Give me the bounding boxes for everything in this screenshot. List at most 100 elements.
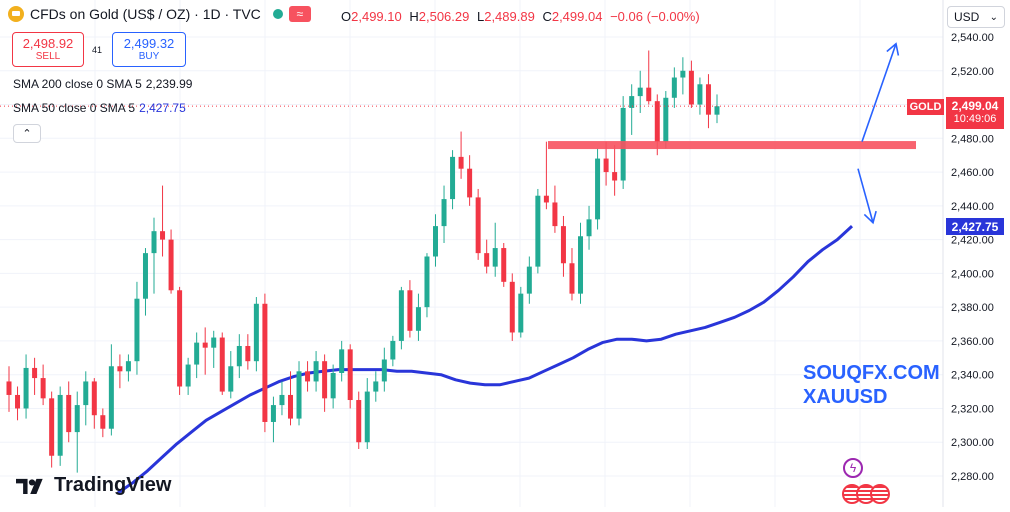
high-key: H: [409, 9, 419, 24]
arrow-down-head: [863, 210, 877, 225]
candle-body: [356, 400, 362, 443]
candle-body: [526, 266, 532, 294]
candle-body: [458, 156, 464, 169]
indicator-sma50[interactable]: SMA 50 close 0 SMA 5 2,427.75: [13, 101, 186, 115]
close-key: C: [542, 9, 552, 24]
chart-header: CFDs on Gold (US$ / OZ) · 1D · TVC ≈: [8, 6, 311, 22]
candle-body: [142, 253, 148, 299]
y-tick-label: 2,540.00: [951, 32, 994, 44]
candle-body: [680, 70, 686, 78]
last-price: 2,499.04: [951, 99, 999, 113]
low-value: 2,489.89: [484, 9, 535, 24]
sell-label: SELL: [35, 51, 61, 62]
candle-body: [262, 303, 268, 422]
spread-value: 41: [92, 45, 103, 55]
candle-body: [543, 195, 549, 203]
y-tick-label: 2,320.00: [951, 403, 994, 415]
candle-body: [509, 281, 515, 333]
indicator-sma50-value: 2,427.75: [139, 101, 186, 115]
candle-body: [194, 342, 200, 365]
candle-body: [236, 345, 242, 367]
currency-select[interactable]: USD ⌄: [947, 6, 1005, 28]
candle-body: [279, 394, 285, 406]
sma50-price-tag: 2,427.75: [946, 218, 1004, 235]
candle-body: [663, 97, 669, 142]
candle-body: [671, 77, 677, 98]
indicator-sma50-label: SMA 50 close 0 SMA 5: [13, 101, 136, 115]
y-tick-label: 2,440.00: [951, 201, 994, 213]
candle-body: [697, 84, 703, 105]
symbol-title[interactable]: CFDs on Gold (US$ / OZ) · 1D · TVC: [30, 6, 261, 22]
y-tick-label: 2,520.00: [951, 66, 994, 78]
sell-price: 2,498.92: [22, 36, 74, 51]
brand-name: TradingView: [54, 474, 172, 496]
candle-body: [569, 263, 575, 294]
wave-icon[interactable]: ≈: [288, 6, 311, 22]
us-flag-icon[interactable]: [870, 484, 890, 504]
candle-body: [211, 337, 217, 348]
chevron-down-icon: ⌄: [989, 11, 998, 23]
candle-body: [296, 371, 302, 419]
candle-body: [646, 87, 652, 102]
indicator-sma200-label: SMA 200 close 0 SMA 5: [13, 77, 142, 91]
candle-body: [185, 364, 191, 387]
candle-body: [32, 367, 38, 379]
last-price-tag: 2,499.04 10:49:06: [946, 97, 1004, 129]
indicator-sma200[interactable]: SMA 200 close 0 SMA 5 2,239.99: [13, 77, 192, 91]
arrow-down: [857, 168, 874, 223]
candle-body: [177, 290, 183, 387]
tradingview-logo-icon: [16, 478, 43, 494]
market-open-icon: [272, 9, 283, 19]
candle-body: [287, 394, 293, 419]
y-tick-label: 2,480.00: [951, 133, 994, 145]
candle-body: [407, 290, 413, 331]
candle-body: [305, 371, 311, 382]
candle-body: [654, 101, 660, 142]
y-tick-label: 2,380.00: [951, 302, 994, 314]
low-key: L: [476, 9, 485, 24]
candle-body: [560, 226, 566, 264]
buy-price: 2,499.32: [123, 36, 175, 51]
candle-body: [83, 381, 89, 406]
candle-body: [151, 231, 157, 254]
candle-body: [450, 156, 456, 200]
annotations-group: [0, 42, 943, 225]
candle-body: [612, 172, 618, 181]
currency-value: USD: [954, 10, 980, 24]
candle-body: [475, 197, 481, 254]
candle-body: [15, 394, 21, 409]
candle-body: [467, 168, 473, 198]
lightning-icon[interactable]: ϟ: [843, 458, 863, 478]
sell-button[interactable]: 2,498.92 SELL: [12, 32, 84, 67]
candle-body: [688, 70, 694, 105]
candle-body: [398, 290, 404, 341]
candle-body: [219, 337, 225, 392]
candle-body: [339, 349, 345, 374]
watermark-symbol: XAUUSD: [803, 386, 888, 408]
candle-body: [629, 96, 635, 108]
candle-body: [637, 87, 643, 97]
candle-body: [603, 158, 609, 173]
candle-body: [202, 342, 208, 348]
candle-body: [228, 366, 234, 392]
candle-body: [168, 239, 174, 291]
close-value: 2,499.04: [551, 9, 603, 24]
watermark-site: SOUQFX.COM: [803, 362, 940, 384]
candle-body: [364, 391, 370, 443]
candle-body: [160, 231, 166, 240]
candle-body: [125, 361, 131, 372]
candle-body: [578, 236, 584, 294]
gold-symbol-icon: [8, 6, 24, 22]
y-tick-label: 2,400.00: [951, 268, 994, 280]
candle-body: [441, 199, 447, 227]
collapse-indicators-button[interactable]: ⌃: [13, 124, 41, 143]
tradingview-logo[interactable]: TradingView: [16, 474, 171, 497]
candle-body: [424, 256, 430, 308]
buy-button[interactable]: 2,499.32 BUY: [112, 32, 186, 67]
resistance-zone: [548, 141, 916, 150]
candle-body: [484, 253, 490, 267]
candle-body: [322, 361, 328, 399]
economic-events-icons[interactable]: [842, 484, 890, 504]
